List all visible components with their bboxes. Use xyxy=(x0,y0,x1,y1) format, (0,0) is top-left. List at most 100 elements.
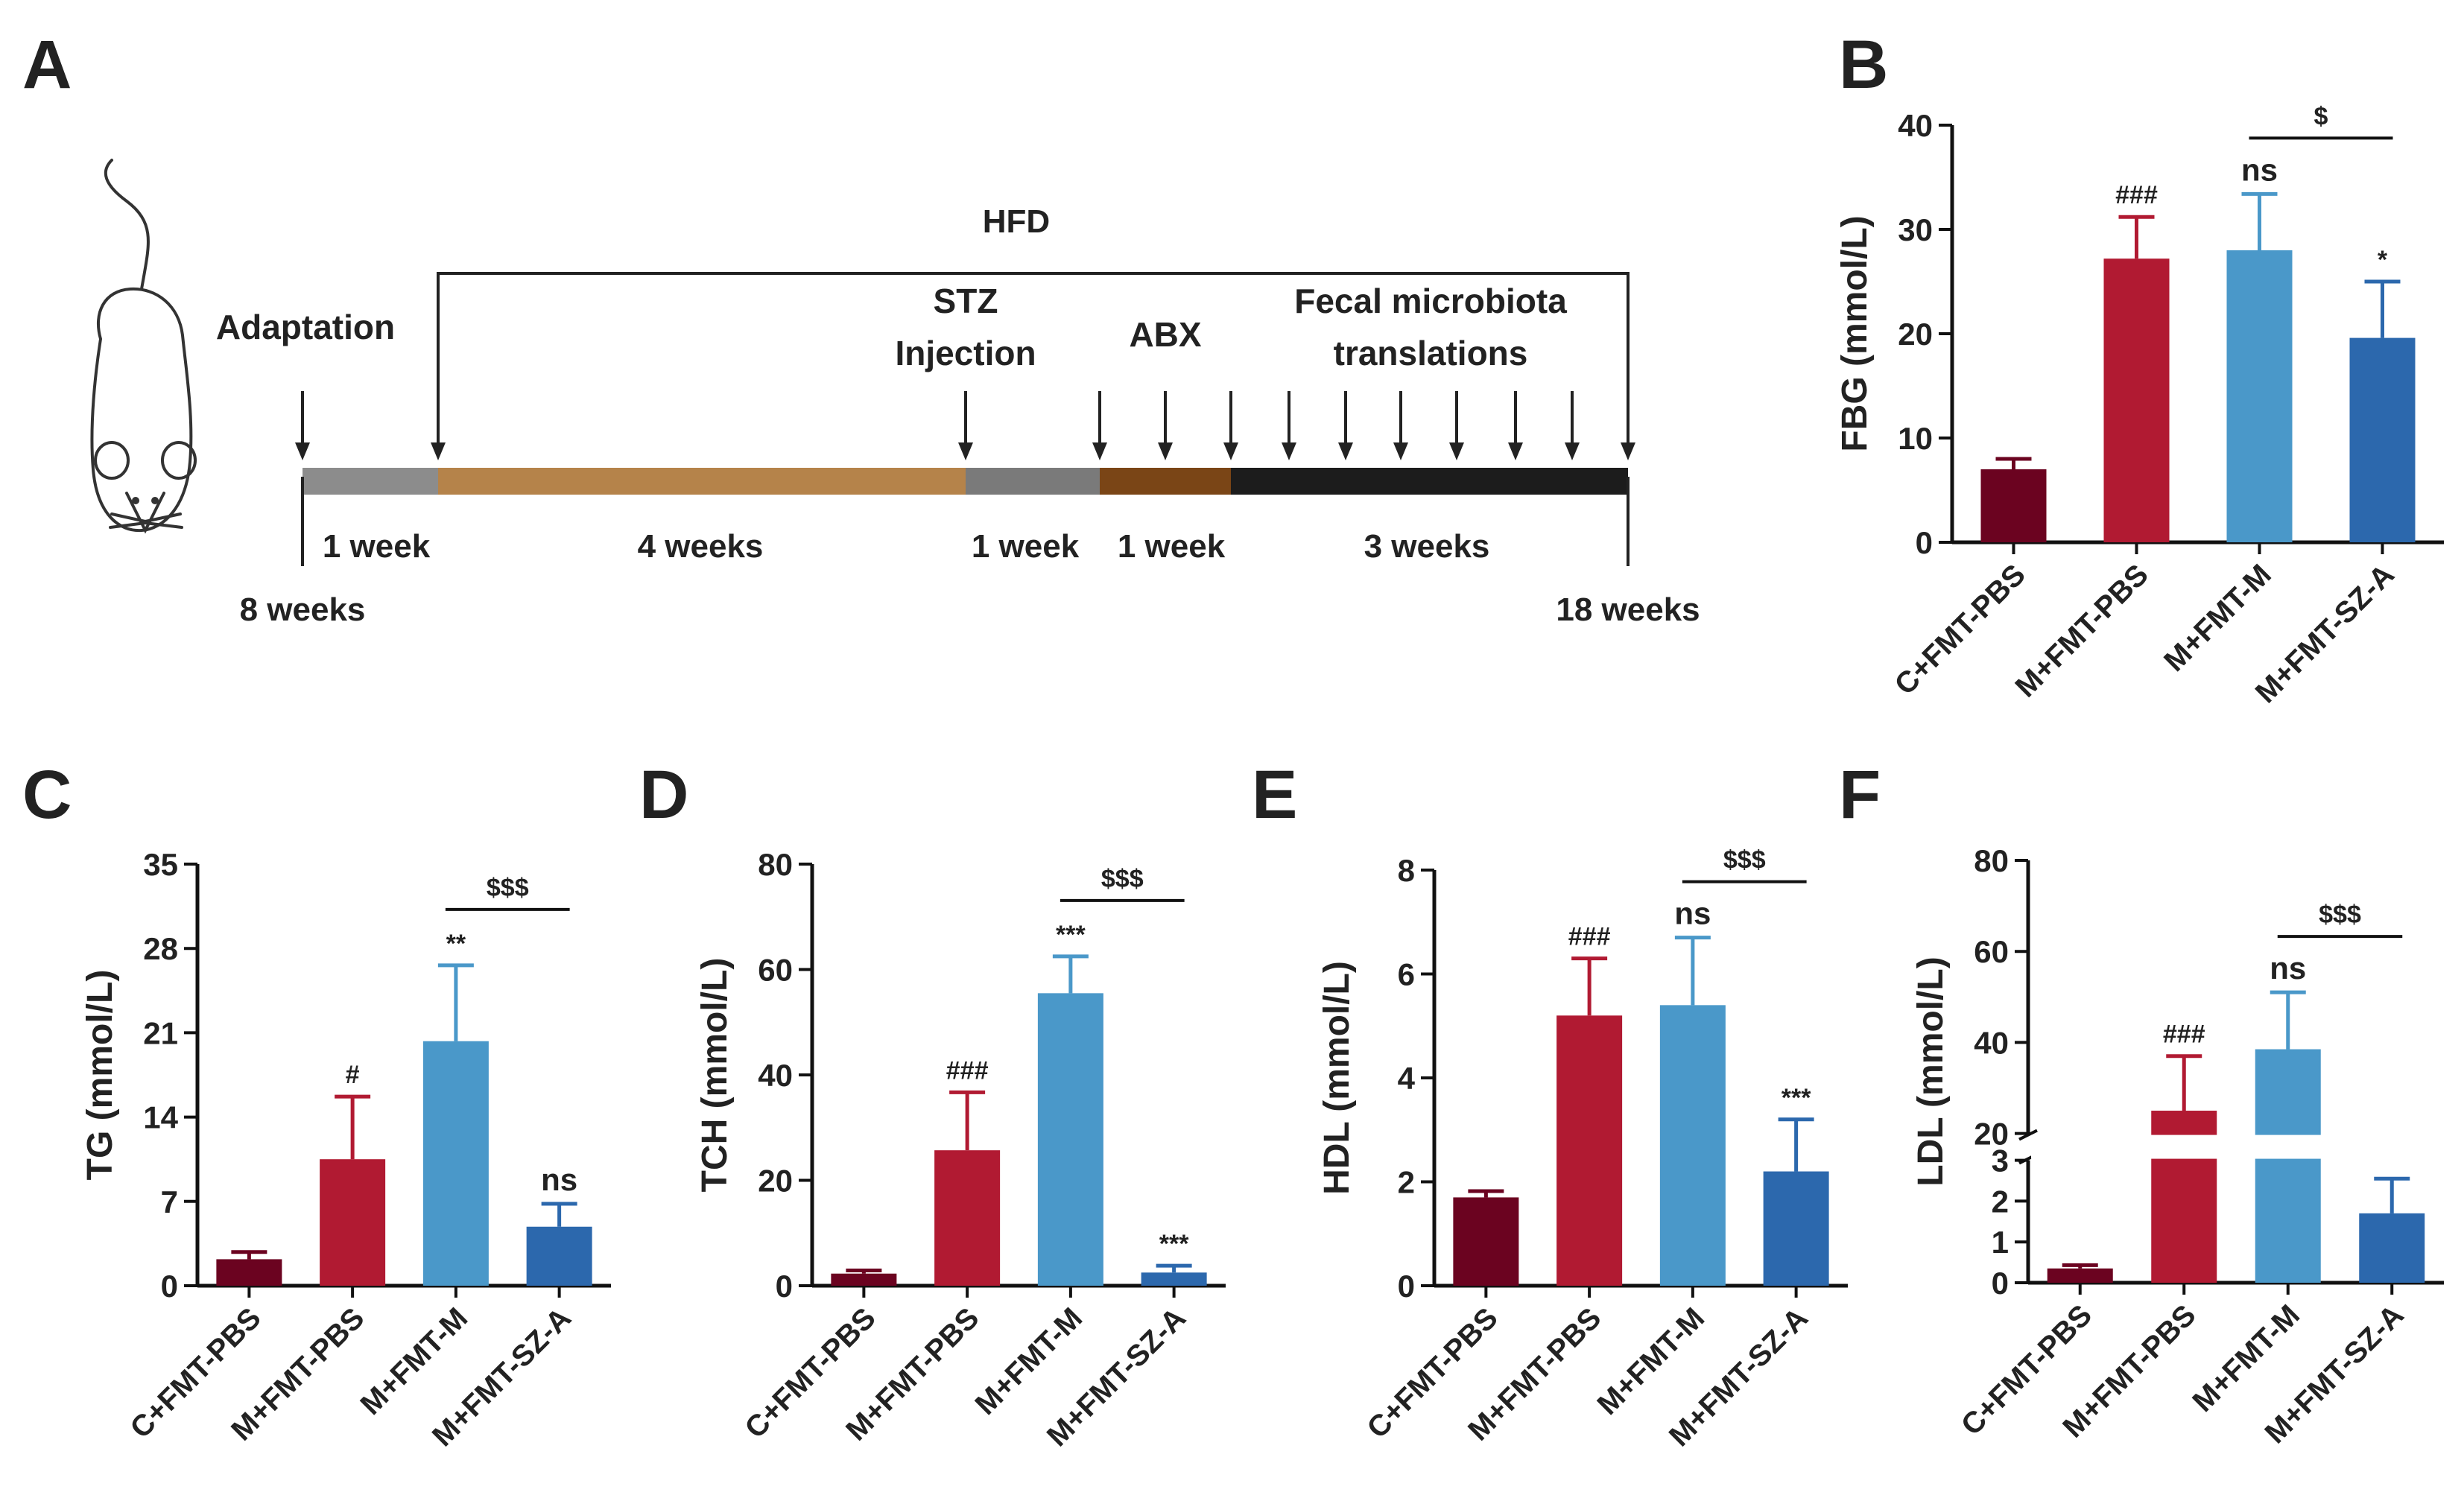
panel-letter-b: B xyxy=(1839,27,1888,103)
x-tick-label: M+FMT-PBS xyxy=(2009,558,2155,703)
arrow-treatment-8-head xyxy=(1508,442,1523,460)
significance-label: ns xyxy=(2270,951,2306,986)
y-tick-label: 60 xyxy=(758,953,793,988)
timeline-segment xyxy=(303,468,438,495)
arrow-treatment-6-head xyxy=(1393,442,1408,460)
timeline-panel: HFD Adaptation STZ Injection ABX Fecal micro… xyxy=(90,159,1700,628)
significance-label: ### xyxy=(946,1056,989,1085)
y-axis-label: TCH (mmol/L) xyxy=(695,958,735,1193)
arrow-stz-head xyxy=(958,442,973,460)
bar xyxy=(1763,1171,1829,1286)
significance-label: ### xyxy=(2115,181,2158,209)
arrow-treatment-1-head xyxy=(1092,442,1107,460)
bar xyxy=(2226,250,2293,542)
y-tick-label: 4 xyxy=(1398,1061,1416,1096)
bar xyxy=(1453,1197,1519,1286)
bar xyxy=(526,1226,592,1286)
event-label-adaptation: Adaptation xyxy=(216,308,395,346)
bar xyxy=(1659,1005,1726,1286)
bar xyxy=(422,1041,489,1286)
bar xyxy=(1141,1272,1207,1286)
arrow-treatment-9-head xyxy=(1565,442,1580,460)
y-tick-label: 0 xyxy=(776,1269,793,1304)
bar xyxy=(1980,469,2047,542)
significance-label: ns xyxy=(1674,896,1711,931)
y-tick-label: 10 xyxy=(1898,421,1933,456)
y-tick-label: 60 xyxy=(1974,934,2009,969)
arrow-treatment-2-head xyxy=(1158,442,1173,460)
event-label-stz: STZ xyxy=(934,282,998,320)
panel-letter-c: C xyxy=(22,757,72,833)
y-tick-label: 8 xyxy=(1398,853,1415,888)
significance-label: *** xyxy=(1056,921,1086,949)
bar xyxy=(2349,337,2416,542)
y-axis-label: FBG (mmol/L) xyxy=(1835,215,1875,451)
segment-label: 1 week xyxy=(972,528,1080,565)
comparison-label: $$$ xyxy=(1101,865,1144,893)
comparison-label: $$$ xyxy=(1723,846,1766,875)
panel-letter-e: E xyxy=(1252,757,1297,833)
event-label-fecal: Fecal microbiota xyxy=(1294,282,1567,320)
segment-label: 1 week xyxy=(1118,528,1226,565)
y-tick-label: 30 xyxy=(1898,212,1933,247)
significance-label: ** xyxy=(446,930,466,958)
bar xyxy=(2047,1268,2113,1283)
bar xyxy=(2255,1049,2321,1283)
y-tick-label: 6 xyxy=(1398,957,1415,992)
timeline-segment xyxy=(438,468,966,495)
significance-label: ### xyxy=(2163,1021,2205,1049)
y-tick-label: 0 xyxy=(1916,525,1933,560)
y-tick-label: 7 xyxy=(161,1184,178,1219)
y-tick-label: 0 xyxy=(1398,1269,1415,1304)
significance-label: ns xyxy=(2241,152,2278,187)
timeline-segment xyxy=(966,468,1100,495)
y-tick-label: 2 xyxy=(1398,1165,1415,1200)
arrow-treatment-3-head xyxy=(1223,442,1238,460)
y-tick-label: 40 xyxy=(1974,1025,2009,1060)
timeline-segment xyxy=(1231,468,1628,495)
segment-label: 4 weeks xyxy=(638,528,764,565)
y-tick-label: 80 xyxy=(758,847,793,882)
y-tick-label: 1 xyxy=(1992,1225,2009,1260)
significance-label: ### xyxy=(1568,923,1611,951)
y-tick-label: 20 xyxy=(758,1164,793,1199)
y-tick-label: 40 xyxy=(1898,108,1933,143)
comparison-label: $$$ xyxy=(2319,901,2361,929)
arrow-treatment-5-head xyxy=(1338,442,1353,460)
timeline-segment xyxy=(1100,468,1231,495)
bar xyxy=(320,1159,386,1286)
bar xyxy=(831,1273,897,1286)
y-tick-label: 21 xyxy=(143,1015,178,1050)
bar xyxy=(934,1150,1001,1286)
significance-label: *** xyxy=(1159,1230,1189,1258)
arrow-treatment-7-head xyxy=(1449,442,1464,460)
y-axis-label: LDL (mmol/L) xyxy=(1911,956,1951,1186)
significance-label: * xyxy=(2378,246,2388,274)
bar xyxy=(2103,258,2170,542)
event-label-fecal: translations xyxy=(1334,334,1528,372)
x-tick-label: M+FMT-M xyxy=(2158,558,2278,678)
y-tick-label: 40 xyxy=(758,1058,793,1093)
y-tick-label: 3 xyxy=(1992,1143,2009,1178)
y-axis-label: TG (mmol/L) xyxy=(80,970,120,1181)
y-tick-label: 2 xyxy=(1992,1184,2009,1219)
panel-letter-a: A xyxy=(22,27,72,103)
event-label-stz: Injection xyxy=(895,334,1036,372)
segment-label: 3 weeks xyxy=(1364,528,1490,565)
y-tick-label: 0 xyxy=(161,1269,178,1304)
segment-label: 1 week xyxy=(323,528,431,565)
bar xyxy=(1037,993,1103,1286)
panel-letter-f: F xyxy=(1839,757,1881,833)
y-tick-label: 0 xyxy=(1992,1266,2009,1301)
bar xyxy=(2359,1213,2425,1283)
hfd-label: HFD xyxy=(983,203,1050,240)
mouse-icon xyxy=(90,159,197,534)
bar xyxy=(216,1259,282,1286)
end-age-label: 18 weeks xyxy=(1556,591,1700,628)
hfd-bracket xyxy=(437,272,1630,443)
